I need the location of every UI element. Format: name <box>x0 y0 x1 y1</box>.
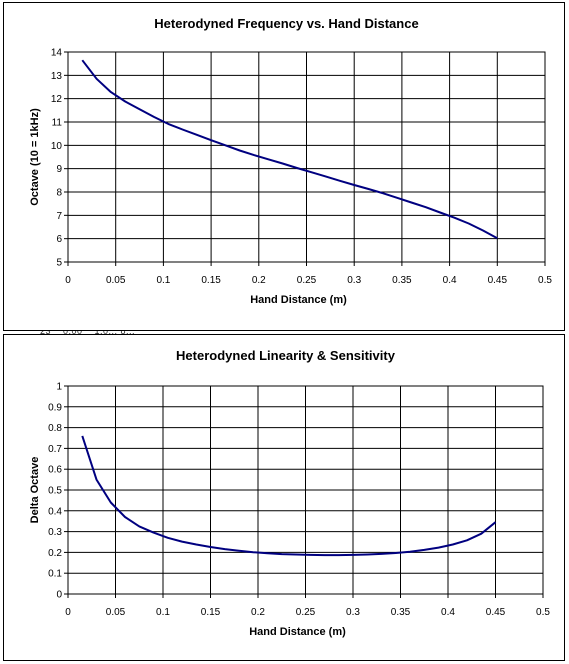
partially-hidden-spreadsheet-row: 23 0.00 1.0... 8... <box>40 326 136 336</box>
x-tick-label: 0.1 <box>156 275 170 286</box>
x-tick-label: 0.2 <box>251 607 265 618</box>
x-tick-label: 0.35 <box>392 275 412 286</box>
x-tick-label: 0.45 <box>486 607 506 618</box>
plot-border <box>67 385 544 595</box>
x-tick-label: 0.15 <box>201 275 221 286</box>
y-tick-label: 10 <box>51 141 63 152</box>
y-tick-label: 5 <box>56 258 62 269</box>
y-tick-label: 14 <box>51 48 63 59</box>
x-tick-label: 0 <box>65 607 71 618</box>
x-tick-label: 0.5 <box>538 275 552 286</box>
y-tick-label: 0.9 <box>48 402 62 413</box>
y-axis-title: Octave (10 = 1kHz) <box>29 108 41 206</box>
y-tick-label: 0.5 <box>48 486 62 497</box>
y-tick-label: 11 <box>52 118 63 129</box>
x-tick-label: 0 <box>65 275 71 286</box>
chart-title: Heterodyned Linearity & Sensitivity <box>176 348 396 363</box>
y-tick-label: 0.3 <box>48 527 62 538</box>
chart-frequency-vs-distance[interactable]: Heterodyned Frequency vs. Hand Distance 0… <box>3 2 565 331</box>
y-tick-label: 0.2 <box>48 548 62 559</box>
y-tick-label: 0 <box>56 590 62 601</box>
chart-linearity-sensitivity[interactable]: Heterodyned Linearity & Sensitivity 0 0.05… <box>3 334 565 661</box>
x-tick-label: 0.05 <box>106 275 126 286</box>
y-tick-label: 0.8 <box>48 423 62 434</box>
y-tick-label: 12 <box>51 94 63 105</box>
y-tick-label: 13 <box>51 71 63 82</box>
series-line <box>81 435 497 557</box>
x-tick-label: 0.25 <box>296 607 316 618</box>
x-tick-label: 0.45 <box>488 275 508 286</box>
y-tick-label: 0.4 <box>48 506 62 517</box>
x-tick-label: 0.5 <box>536 607 550 618</box>
x-tick-label: 0.1 <box>156 607 170 618</box>
plot-border <box>67 51 546 263</box>
x-tick-label: 0.3 <box>346 607 360 618</box>
x-tick-label: 0.35 <box>391 607 411 618</box>
y-tick-label: 0.6 <box>48 465 62 476</box>
y-tick-label: 0.7 <box>48 444 62 455</box>
y-tick-label: 9 <box>56 164 62 175</box>
chart-title: Heterodyned Frequency vs. Hand Distance <box>154 16 418 31</box>
x-tick-label: 0.05 <box>106 607 126 618</box>
y-tick-label: 6 <box>56 234 62 245</box>
x-tick-label: 0.25 <box>297 275 317 286</box>
x-tick-label: 0.4 <box>443 275 457 286</box>
series-line <box>81 59 498 240</box>
y-axis-title: Delta Octave <box>29 457 41 524</box>
chart-frequency-svg: Heterodyned Frequency vs. Hand Distance 0… <box>29 16 552 306</box>
x-tick-label: 0.15 <box>201 607 221 618</box>
y-tick-label: 7 <box>56 211 62 222</box>
chart-linearity-svg: Heterodyned Linearity & Sensitivity 0 0.05… <box>29 348 550 638</box>
x-tick-label: 0.4 <box>441 607 455 618</box>
y-tick-label: 8 <box>56 188 62 199</box>
y-tick-label: 0.1 <box>48 569 62 580</box>
x-tick-label: 0.3 <box>347 275 361 286</box>
x-axis-title: Hand Distance (m) <box>249 626 346 638</box>
y-tick-label: 1 <box>56 382 62 393</box>
x-tick-label: 0.2 <box>252 275 266 286</box>
x-axis-title: Hand Distance (m) <box>250 294 347 306</box>
